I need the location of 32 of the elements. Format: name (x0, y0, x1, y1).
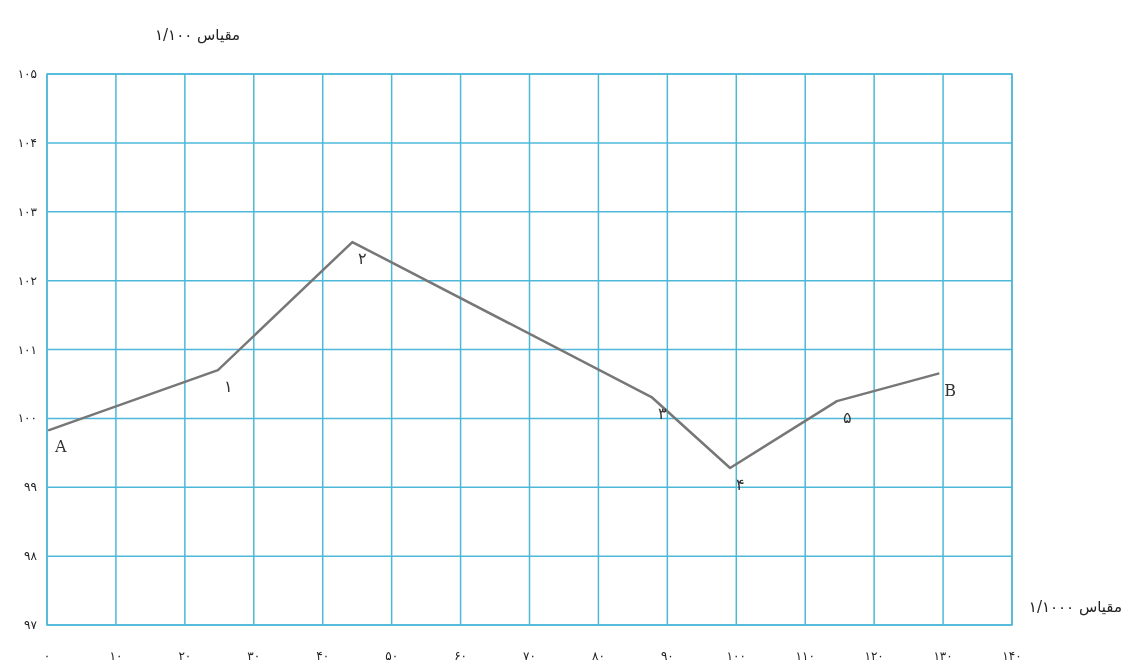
line-series (47, 240, 940, 470)
x-tick-label: ۰ (43, 649, 51, 663)
y-tick-label: ۱۰۵ (17, 67, 37, 81)
annotation: ۱ (223, 377, 233, 397)
x-tick-label: ۱۰۰ (726, 649, 746, 663)
y-tick-label: ۱۰۳ (17, 204, 38, 219)
x-tick-label: ۱۲۰ (864, 649, 884, 663)
x-tick-label: ۳۰ (247, 649, 261, 663)
y-tick-label: ۱۰۴ (17, 135, 37, 150)
y-tick-label: ۹۸ (24, 549, 38, 564)
x-tick-label: ۱۴۰ (1002, 649, 1022, 663)
annotation: A (54, 437, 68, 457)
x-tick-label: ۸۰ (591, 649, 605, 663)
annotation: B (944, 380, 957, 400)
x-tick-label: ۵۰ (385, 649, 399, 663)
x-axis-title: مقیاس ۱/۱۰۰۰ (1028, 598, 1122, 616)
annotation: ۳ (657, 404, 667, 424)
y-axis-title: مقیاس ۱/۱۰۰ (155, 26, 241, 44)
annotation: ۲ (358, 249, 368, 269)
y-tick-label: ۱۰۲ (17, 273, 37, 288)
x-tick-label: ۲۰ (178, 649, 192, 663)
x-tick-label: ۱۳۰ (933, 649, 953, 663)
x-tick-label: ۴۰ (316, 649, 330, 663)
y-tick-label: ۱۰۱ (17, 342, 37, 357)
y-tick-label: ۹۷ (24, 618, 38, 632)
x-tick-label: ۷۰ (523, 649, 536, 663)
x-tick-label: ۱۱۰ (795, 649, 815, 663)
y-tick-label: ۱۰۰ (17, 411, 37, 426)
x-tick-label: ۹۰ (660, 649, 674, 663)
x-tick-label: ۱۰ (109, 649, 123, 663)
x-tick-label: ۶۰ (454, 649, 468, 663)
y-tick-label: ۹۹ (24, 480, 37, 495)
